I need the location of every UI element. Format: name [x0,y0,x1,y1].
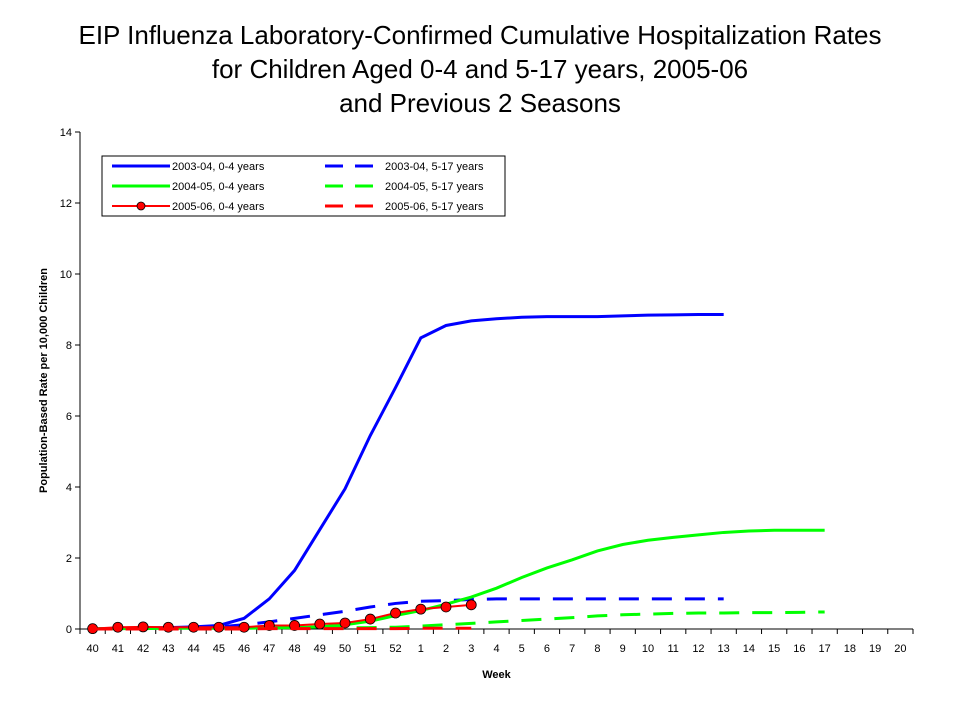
y-axis-title: Population-Based Rate per 10,000 Childre… [38,268,50,493]
data-point [112,621,124,633]
x-tick-label: 19 [869,643,881,655]
data-point [314,618,326,630]
x-tick-label: 43 [162,643,174,655]
x-tick-label: 46 [238,643,250,655]
legend-label-3: 2004-05, 5-17 years [385,181,484,193]
y-tick-label: 2 [66,553,72,565]
y-tick-label: 0 [66,624,72,636]
data-point [188,621,199,633]
x-tick-label: 52 [389,643,401,655]
x-tick-label: 10 [642,643,654,655]
x-tick-label: 48 [288,643,300,655]
x-tick-label: 40 [86,643,98,655]
y-tick-label: 4 [66,482,72,494]
x-tick-label: 3 [468,643,474,655]
data-point [213,621,225,633]
x-tick-label: 12 [692,643,704,655]
x-tick-label: 15 [768,643,780,655]
x-tick-label: 16 [793,643,805,655]
x-tick-label: 14 [743,643,755,655]
x-tick-label: 50 [339,643,351,655]
x-tick-label: 7 [569,643,575,655]
legend-label-1: 2003-04, 5-17 years [385,161,484,173]
series-line-5 [92,626,472,631]
x-axis-title: Week [482,669,511,681]
x-tick-label: 2 [443,643,449,655]
x-tick-label: 4 [493,643,499,655]
chart-title-line-3: and Previous 2 Seasons [339,88,621,118]
data-point [465,599,477,611]
x-tick-label: 6 [544,643,550,655]
x-tick-label: 17 [819,643,831,655]
x-tick-label: 44 [187,643,199,655]
x-tick-label: 47 [263,643,275,655]
data-point [390,607,401,619]
data-point [162,621,174,633]
series-line-3 [92,610,825,631]
x-tick-label: 45 [213,643,225,655]
x-tick-label: 13 [718,643,730,655]
data-point [415,603,427,615]
y-tick-label: 6 [66,411,72,423]
legend-label-4: 2005-06, 0-4 years [172,201,265,213]
chart-title-line-2: for Children Aged 0-4 and 5-17 years, 20… [211,54,749,84]
y-tick-label: 10 [60,269,72,281]
data-point [339,617,351,629]
legend-label-0: 2003-04, 0-4 years [172,161,265,173]
y-tick-label: 14 [60,127,72,139]
data-point [364,613,376,625]
chart-title-line-1: EIP Influenza Laboratory-Confirmed Cumul… [78,20,882,50]
x-tick-label: 51 [364,643,376,655]
series-line-2 [92,528,825,631]
x-tick-label: 5 [519,643,525,655]
y-tick-label: 8 [66,340,72,352]
series-line-4 [92,603,472,630]
x-tick-label: 41 [112,643,124,655]
x-tick-label: 49 [314,643,326,655]
x-tick-label: 11 [667,643,678,655]
data-point [440,601,452,613]
x-tick-label: 20 [894,643,906,655]
x-tick-label: 1 [418,643,424,655]
x-tick-label: 18 [844,643,856,655]
data-point [238,621,250,633]
x-tick-label: 8 [594,643,600,655]
x-tick-label: 42 [137,643,149,655]
legend-label-2: 2004-05, 0-4 years [172,181,265,193]
legend-marker [136,201,146,211]
series-line-0 [92,312,724,631]
y-tick-label: 12 [60,198,72,210]
x-tick-label: 9 [620,643,626,655]
legend-label-5: 2005-06, 5-17 years [385,201,484,213]
